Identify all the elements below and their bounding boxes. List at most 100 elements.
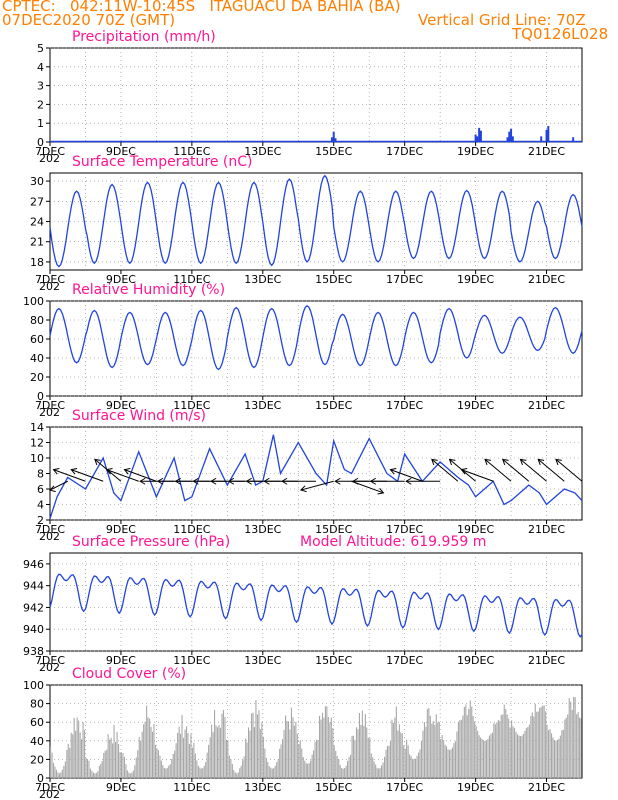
cloud-bar [109, 739, 111, 778]
wind-arrow-head [52, 468, 60, 475]
cloud-bar [190, 733, 192, 778]
temperature-xtick-label: 19DEC [457, 273, 494, 286]
cloud-bar [531, 712, 533, 778]
precipitation-series [50, 126, 582, 143]
cloud-bar [350, 754, 352, 778]
cloud-bar [494, 724, 496, 778]
cloud-bar [251, 713, 253, 778]
cloud-bar [245, 738, 247, 778]
cloud-bar [381, 765, 383, 778]
wind-xtick-label: 19DEC [457, 523, 494, 536]
cloud-bar [391, 719, 393, 778]
cloud-bar [103, 753, 105, 778]
cloud-bar [481, 739, 483, 778]
pressure-line [49, 573, 583, 638]
cloud-bar [239, 768, 241, 778]
cloud-bar [559, 735, 561, 778]
cloud-bar [426, 709, 428, 778]
cloud-bar [194, 753, 196, 778]
cloud-bar [104, 750, 106, 778]
cloud-bar [84, 730, 86, 778]
cloud-bar [546, 724, 548, 778]
cloud-bar [54, 766, 56, 778]
cloud-bar [193, 742, 195, 778]
cloud-bar [206, 752, 208, 778]
cloud-bar [144, 721, 146, 778]
pressure-xtick-label: 15DEC [315, 654, 352, 667]
cloud-bar [485, 740, 487, 778]
cloud-bar [319, 715, 321, 778]
cloud-bar [286, 720, 288, 778]
precip-bar [506, 137, 509, 142]
cloud-bar [555, 740, 557, 778]
humidity-xtick-label: 11DEC [173, 399, 210, 412]
wind-ytick-label: 8 [37, 468, 44, 481]
wind-xtick-label: 17DEC [386, 523, 423, 536]
pressure-xtick-label: 7DEC [35, 654, 65, 667]
cloud-bar [521, 735, 523, 778]
cloud-bar [64, 761, 66, 778]
pressure-xtick-label: 9DEC [106, 654, 136, 667]
temperature-ytick-label: 27 [30, 195, 44, 208]
cloud-bar [434, 725, 436, 778]
cloud-bar [222, 710, 224, 778]
cloud-bar [177, 732, 179, 778]
humidity-xtick-label: 7DEC [35, 399, 65, 412]
cloud-bar [259, 729, 261, 778]
cloud-bar [168, 765, 170, 778]
cloud-bar [138, 736, 140, 778]
cloud-bar [491, 732, 493, 778]
cloud-bar [478, 735, 480, 778]
cloud-bar [249, 730, 251, 778]
cloud-bar [123, 756, 125, 778]
humidity-ytick-label: 0 [37, 390, 44, 403]
cloud-bar [506, 714, 508, 778]
cloud-bar [539, 707, 541, 778]
cloud-bar [332, 728, 334, 778]
cloud-bar [382, 762, 384, 778]
cloud-bar [255, 700, 257, 778]
cloud-bar [364, 713, 366, 778]
cloud-bar [474, 721, 476, 778]
cloud-bar [51, 752, 53, 778]
cloud-bar [295, 721, 297, 778]
cloud-bar [153, 724, 155, 778]
wind-title: Surface Wind (m/s) [72, 408, 206, 424]
wind-ytick-label: 12 [30, 437, 44, 450]
cloud-bar [301, 748, 303, 778]
cloud-bar [154, 744, 156, 778]
cloud-bar [131, 772, 133, 778]
cloud-bar [146, 705, 148, 778]
cloud-bar [394, 717, 396, 778]
precip-bar [330, 137, 333, 142]
cloud-bar [69, 747, 71, 778]
temperature-xtick-label: 13DEC [244, 273, 281, 286]
cloud-bar [304, 760, 306, 778]
cloud-bar [463, 707, 465, 778]
cloud-xtick-label: 7DEC [35, 781, 65, 794]
cloud-bar [100, 763, 102, 778]
cloud-bar [490, 733, 492, 778]
cloud-bar [125, 764, 127, 778]
cloud-bar [316, 739, 318, 778]
cloud-bar [425, 726, 427, 778]
cloud-bar [61, 769, 63, 778]
cloud-bar [412, 758, 414, 778]
run-date: 07DEC2020 70Z (GMT) [2, 11, 176, 29]
cloud-title: Cloud Cover (%) [72, 666, 186, 682]
wind-arrow-head [431, 458, 438, 466]
cloud-bar [234, 772, 236, 778]
cloud-bar [237, 772, 239, 778]
cloud-bar [271, 768, 273, 778]
cloud-bar [386, 746, 388, 778]
temperature-ytick-label: 18 [30, 256, 44, 269]
cloud-bar [199, 767, 201, 778]
temperature-line [49, 174, 583, 268]
cloud-bar [200, 768, 202, 778]
cloud-bar [211, 724, 213, 778]
cloud-bar [500, 714, 502, 778]
wind-ytick-label: 14 [30, 421, 44, 434]
cloud-bar [313, 750, 315, 778]
cloud-bar [178, 726, 180, 778]
wind-arrow-head [501, 458, 509, 466]
